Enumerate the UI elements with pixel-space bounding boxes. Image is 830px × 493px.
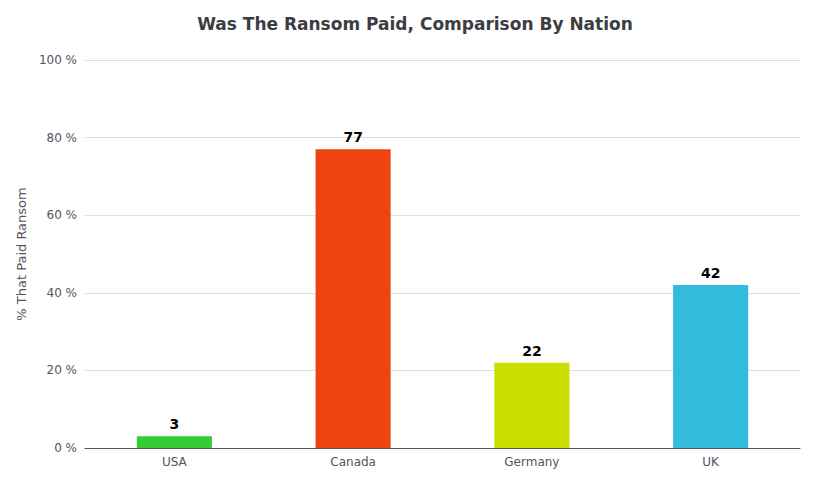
svg-text:0 %: 0 %: [54, 441, 77, 455]
svg-text:Canada: Canada: [330, 455, 376, 469]
svg-text:3: 3: [170, 416, 180, 432]
svg-text:UK: UK: [702, 455, 720, 469]
svg-text:40 %: 40 %: [47, 286, 78, 300]
svg-text:42: 42: [701, 265, 720, 281]
svg-text:22: 22: [522, 343, 541, 359]
svg-text:Germany: Germany: [504, 455, 559, 469]
svg-text:Was The Ransom Paid, Compariso: Was The Ransom Paid, Comparison By Natio…: [197, 14, 633, 34]
svg-text:80 %: 80 %: [47, 131, 78, 145]
svg-text:77: 77: [343, 129, 362, 145]
svg-text:% That Paid Ransom: % That Paid Ransom: [14, 187, 29, 320]
svg-text:100 %: 100 %: [39, 53, 77, 67]
svg-text:20 %: 20 %: [47, 363, 78, 377]
svg-text:60 %: 60 %: [47, 208, 78, 222]
svg-text:USA: USA: [162, 455, 188, 469]
